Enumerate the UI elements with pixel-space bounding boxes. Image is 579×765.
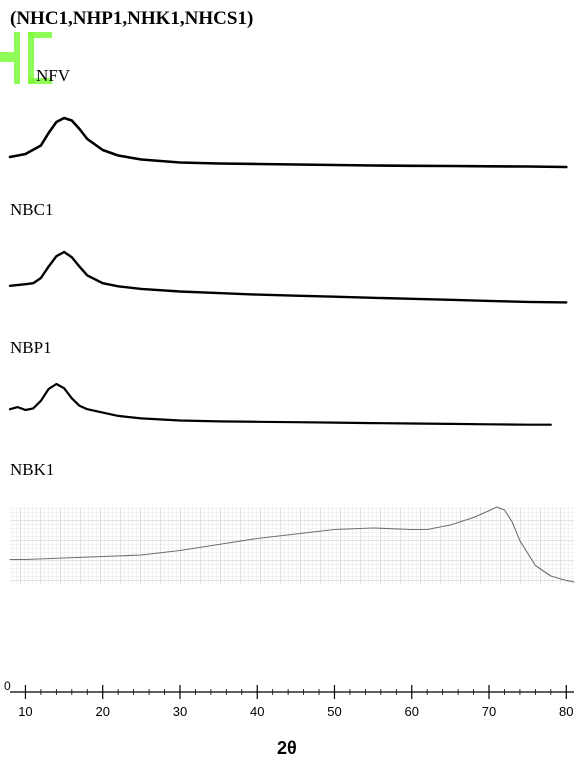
axis-tick-label: 50 [327, 704, 341, 719]
axis-tick-label: 10 [18, 704, 32, 719]
figure-header: (NHC1,NHP1,NHK1,NHCS1) [10, 8, 254, 29]
chart-grid-background [10, 507, 574, 584]
logo-mark [0, 30, 60, 90]
logo-bar-5 [28, 78, 52, 84]
logo-bar-2 [14, 32, 20, 84]
series-line [8, 382, 552, 426]
series-line [9, 506, 575, 583]
axis-tick-label: 60 [405, 704, 419, 719]
series-label: NBP1 [10, 338, 52, 357]
series-label: NBK1 [10, 460, 55, 479]
x-axis-label: 2θ [277, 738, 297, 758]
axis-tick-label: 30 [173, 704, 187, 719]
series-line [8, 250, 568, 304]
logo-bar-3 [28, 32, 34, 84]
axis-tick-label: 40 [250, 704, 264, 719]
logo-bar-4 [28, 32, 52, 38]
axis-tick-label: 0 [4, 679, 11, 693]
axis-tick-label: 20 [95, 704, 109, 719]
axis-tick-label: 70 [482, 704, 496, 719]
series-line [8, 116, 568, 169]
series-label: NBC1 [10, 200, 54, 219]
series-label: NFV [36, 66, 71, 85]
logo-bar-1 [0, 52, 14, 62]
axis-tick-label: 80 [559, 704, 573, 719]
